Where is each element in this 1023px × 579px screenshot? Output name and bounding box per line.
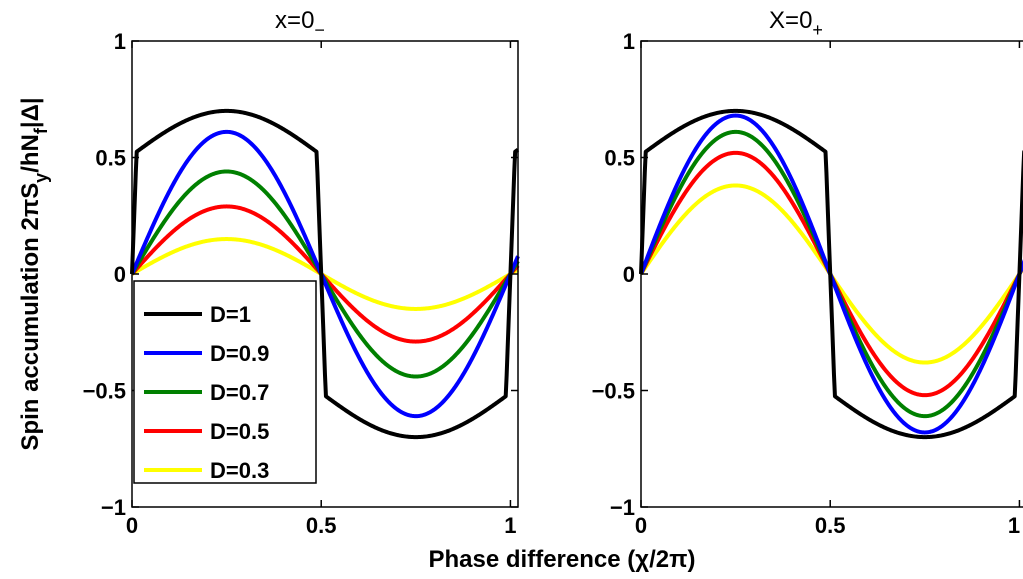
series-line-right-d-0-9: [639, 113, 1023, 435]
x-axis-label: Phase difference (χ/2π): [429, 546, 696, 573]
legend-entry-label: D=0.5: [210, 419, 269, 444]
ticks-right: −1 −0.5 0 0.5 1 0 0.5 1: [592, 29, 1021, 538]
series-lines-right: [639, 108, 1023, 440]
y-axis-label: Spin accumulation 2πSy/hNf|Δ|: [17, 97, 51, 450]
legend-entry-label: D=0.3: [210, 458, 269, 483]
x-tick-label-left: 0.5: [306, 513, 337, 538]
y-tick-label-left: −1: [101, 495, 126, 520]
series-line-left-d-0-9: [130, 129, 520, 419]
axes-box-right: [640, 40, 1023, 508]
legend-entry-label: D=0.9: [210, 341, 269, 366]
series-line-right-d-1: [639, 108, 1023, 440]
panel-title-left: x=0−: [275, 7, 325, 40]
axes-box-left: [131, 40, 519, 508]
x-tick-label-left: 1: [504, 513, 516, 538]
y-tick-label-left: 0: [114, 262, 126, 287]
y-tick-label-left: −0.5: [83, 379, 126, 404]
legend: D=1 D=0.9 D=0.7 D=0.5 D=0.3: [133, 280, 317, 484]
series-line-left-d-1: [130, 108, 520, 440]
x-tick-label-right: 1: [1008, 513, 1020, 538]
x-tick-label-left: 0: [126, 513, 138, 538]
y-tick-label-right: 0: [623, 262, 635, 287]
plot-panel-left: x=0− −1 −0.5 0 0.5 1 0 0.5 1 D=1 D=0.9 D=0.7 D=0.5…: [83, 7, 520, 538]
panel-title-right: X=0+: [769, 7, 823, 40]
y-tick-label-right: 0.5: [604, 146, 635, 171]
y-tick-label-right: 1: [623, 29, 635, 54]
x-tick-label-right: 0.5: [815, 513, 846, 538]
legend-entry-label: D=0.7: [210, 380, 269, 405]
series-lines-left: [130, 108, 520, 440]
legend-entry-label: D=1: [210, 302, 251, 327]
y-tick-label-left: 0.5: [95, 146, 126, 171]
y-tick-label-left: 1: [114, 29, 126, 54]
ticks-left: −1 −0.5 0 0.5 1 0 0.5 1: [83, 29, 518, 538]
y-tick-label-right: −1: [610, 495, 635, 520]
x-tick-label-right: 0: [635, 513, 647, 538]
plot-panel-right: X=0+ −1 −0.5 0 0.5 1 0 0.5 1: [592, 7, 1023, 538]
y-tick-label-right: −0.5: [592, 379, 635, 404]
